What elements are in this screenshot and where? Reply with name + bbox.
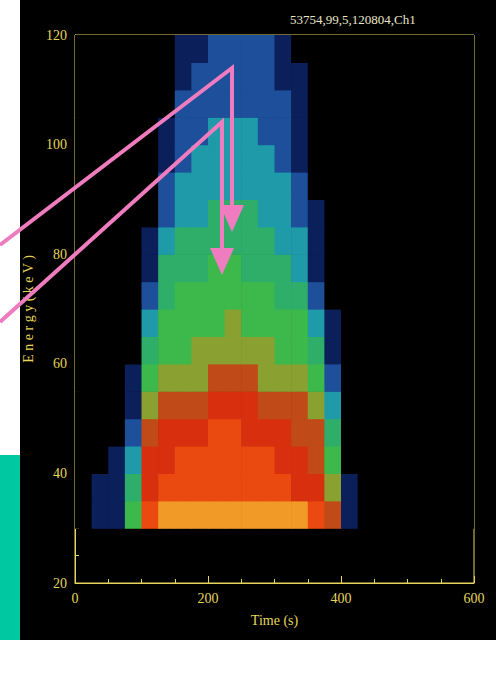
- svg-text:80: 80: [53, 247, 67, 262]
- svg-text:200: 200: [198, 591, 219, 606]
- svg-text:0: 0: [72, 591, 79, 606]
- svg-text:53754,99,5,120804,Ch1: 53754,99,5,120804,Ch1: [290, 12, 416, 27]
- svg-text:600: 600: [464, 591, 485, 606]
- svg-text:Time (s): Time (s): [251, 613, 299, 629]
- svg-text:20: 20: [53, 576, 67, 591]
- svg-text:100: 100: [46, 137, 67, 152]
- svg-text:60: 60: [53, 356, 67, 371]
- svg-text:E n e r g y ( k e V ): E n e r g y ( k e V ): [21, 255, 37, 363]
- svg-text:400: 400: [331, 591, 352, 606]
- svg-text:40: 40: [53, 466, 67, 481]
- svg-text:120: 120: [46, 28, 67, 43]
